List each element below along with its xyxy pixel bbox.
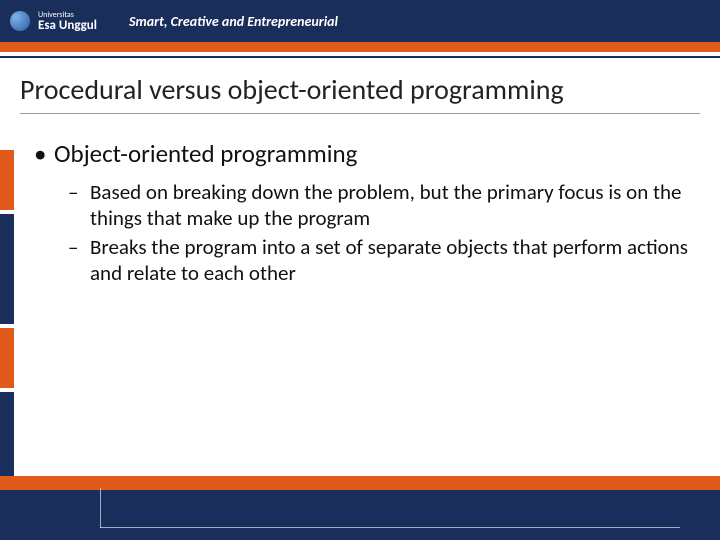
rail-segment-orange: [0, 150, 14, 210]
rail-segment-navy: [0, 214, 14, 324]
globe-icon: [10, 11, 30, 31]
footer-accent-stripe: [0, 476, 720, 490]
slide-title: Procedural versus object-oriented progra…: [20, 72, 700, 114]
bullet-level-2: Based on breaking down the problem, but …: [32, 179, 690, 232]
footer-horizontal-divider: [100, 527, 680, 528]
header-band: Universitas Esa Unggul Smart, Creative a…: [0, 0, 720, 42]
footer-band: [0, 490, 720, 540]
tagline: Smart, Creative and Entrepreneurial: [129, 13, 338, 30]
header-underline: [0, 56, 720, 58]
footer-vertical-divider: [100, 488, 101, 528]
logo: Universitas Esa Unggul: [0, 0, 111, 42]
slide-body: Object-oriented programming Based on bre…: [32, 138, 690, 288]
bullet-level-1: Object-oriented programming: [32, 138, 690, 169]
logo-text: Universitas Esa Unggul: [38, 11, 97, 32]
rail-segment-orange: [0, 328, 14, 388]
bullet-level-2: Breaks the program into a set of separat…: [32, 234, 690, 287]
logo-main-text: Esa Unggul: [38, 18, 97, 33]
header-accent-stripe: [0, 42, 720, 52]
